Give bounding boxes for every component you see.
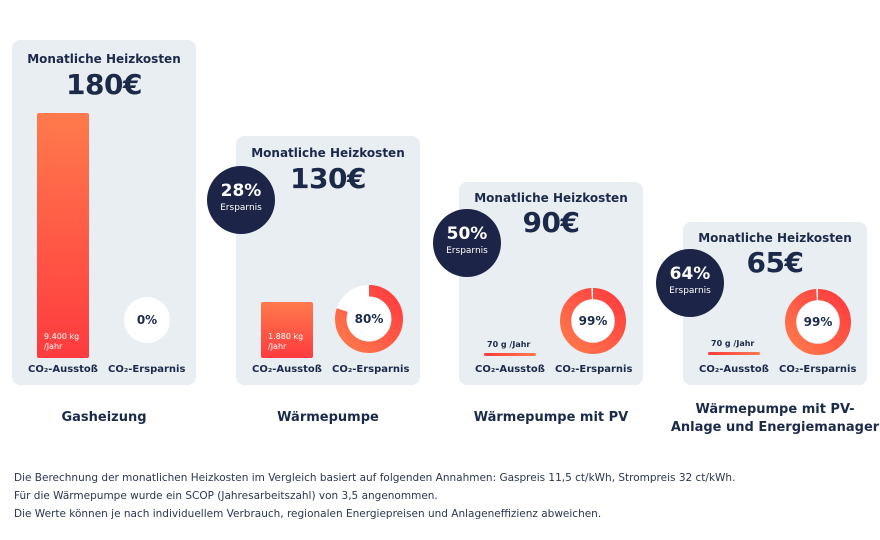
scenario-title: Wärmepumpe mit PV- Anlage und Energieman…	[660, 401, 880, 437]
co2-emission-axis-label: CO₂-Ausstoß	[475, 364, 545, 375]
co2-savings-arc	[785, 289, 851, 355]
scenario-card-waermepumpe-pv-energiemanager: Monatliche Heizkosten 65€ 70 g /Jahr 99%…	[683, 222, 867, 385]
co2-savings-percent: 0%	[136, 313, 158, 327]
co2-emission-bar	[484, 353, 536, 356]
co2-savings-arc	[335, 285, 403, 353]
scenario-card-waermepumpe-pv: Monatliche Heizkosten 90€ 70 g /Jahr 99%…	[459, 182, 643, 385]
co2-savings-axis-label: CO₂-Ersparnis	[555, 364, 633, 375]
savings-badge-percent: 50%	[446, 224, 488, 244]
footnote-scop: Für die Wärmepumpe wurde ein SCOP (Jahre…	[14, 490, 438, 502]
donut-center	[571, 299, 615, 343]
donut-center	[796, 300, 840, 344]
savings-badge-label: Ersparnis	[669, 286, 711, 296]
co2-savings-donut: 80%	[335, 285, 403, 353]
co2-emission-axis-label: CO₂-Ausstoß	[699, 364, 769, 375]
savings-badge-percent: 64%	[669, 264, 711, 284]
co2-emission-value: 70 g /Jahr	[487, 340, 531, 349]
co2-savings-axis-label: CO₂-Ersparnis	[332, 364, 410, 375]
co2-savings-donut-svg	[335, 285, 403, 353]
scenario-title: Wärmepumpe mit PV	[473, 410, 629, 425]
co2-savings-percent: 99%	[578, 314, 608, 328]
footnote-assumptions: Die Berechnung der monatlichen Heizkoste…	[14, 472, 736, 484]
co2-emission-bar	[708, 352, 760, 355]
co2-savings-axis-label: CO₂-Ersparnis	[108, 364, 186, 375]
co2-emission-bar: 9.400 kg /Jahr	[37, 113, 89, 358]
monthly-cost-heading: Monatliche Heizkosten	[698, 231, 852, 245]
monthly-cost-value: 65€	[746, 246, 804, 279]
co2-savings-percent: 80%	[354, 312, 384, 326]
donut-background	[124, 297, 170, 343]
co2-emission-value: 70 g /Jahr	[711, 339, 755, 348]
savings-badge-label: Ersparnis	[220, 203, 262, 213]
donut-center	[346, 296, 392, 342]
monthly-cost-value: 130€	[290, 162, 366, 195]
co2-savings-axis-label: CO₂-Ersparnis	[779, 364, 857, 375]
co2-savings-arc	[560, 288, 626, 354]
savings-badge: 64% Ersparnis	[656, 249, 724, 317]
co2-savings-donut: 99%	[785, 289, 851, 355]
co2-emission-bar: 1.880 kg /Jahr	[261, 302, 313, 358]
co2-emission-bar-label: 9.400 kg /Jahr	[44, 332, 80, 351]
monthly-cost-value: 90€	[522, 206, 580, 239]
savings-badge-label: Ersparnis	[446, 246, 488, 256]
savings-badge-percent: 28%	[220, 181, 262, 201]
co2-savings-percent: 99%	[803, 315, 833, 329]
savings-badge: 50% Ersparnis	[433, 209, 501, 277]
co2-savings-donut-svg	[785, 289, 851, 355]
scenario-title: Wärmepumpe	[277, 410, 379, 425]
savings-badge: 28% Ersparnis	[207, 166, 275, 234]
monthly-cost-value: 180€	[66, 68, 142, 101]
scenario-title-line2: Anlage und Energiemanager	[670, 420, 880, 435]
co2-savings-donut: 0%	[124, 297, 170, 343]
co2-savings-donut-svg	[560, 288, 626, 354]
co2-emission-axis-label: CO₂-Ausstoß	[252, 364, 322, 375]
co2-emission-bar-label: 1.880 kg /Jahr	[268, 332, 304, 351]
scenario-card-gasheizung: Monatliche Heizkosten 180€ 9.400 kg /Jah…	[12, 40, 196, 385]
footnote-disclaimer: Die Werte können je nach individuellem V…	[14, 508, 602, 520]
scenario-card-waermepumpe: Monatliche Heizkosten 130€ 1.880 kg /Jah…	[236, 136, 420, 385]
monthly-cost-heading: Monatliche Heizkosten	[474, 191, 628, 205]
scenario-title: Gasheizung	[61, 410, 147, 425]
scenario-title-line1: Wärmepumpe mit PV-	[695, 402, 855, 417]
co2-savings-donut-svg	[124, 297, 170, 343]
co2-savings-donut: 99%	[560, 288, 626, 354]
monthly-cost-heading: Monatliche Heizkosten	[251, 146, 405, 160]
co2-emission-axis-label: CO₂-Ausstoß	[28, 364, 98, 375]
monthly-cost-heading: Monatliche Heizkosten	[27, 52, 181, 66]
